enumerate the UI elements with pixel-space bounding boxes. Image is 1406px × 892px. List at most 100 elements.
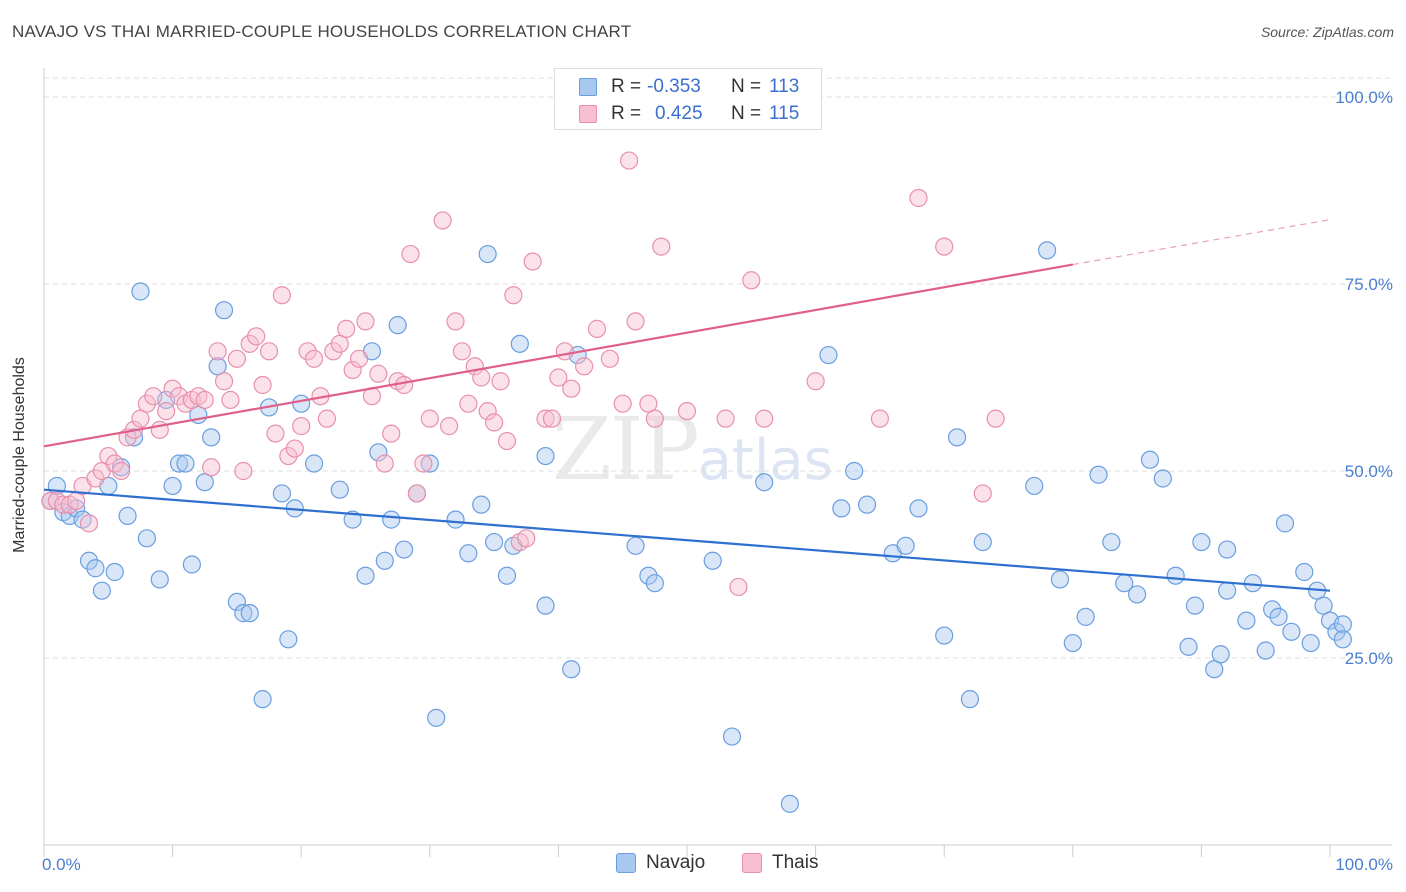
thais-trend-extension [1072, 219, 1331, 266]
navajo-point [79, 551, 99, 570]
thais-point [542, 409, 562, 428]
thais-point [620, 151, 639, 170]
thais-point [472, 368, 491, 387]
chart-source: Source: ZipAtlas.com [1260, 24, 1394, 40]
thais-point [137, 394, 156, 413]
thais-point [247, 327, 266, 346]
thais-point [935, 237, 954, 256]
navajo-point [118, 506, 137, 525]
navajo-point [857, 495, 877, 514]
navajo-point [536, 446, 555, 466]
navajo-point [1140, 450, 1160, 469]
navajo-point [292, 394, 311, 413]
navajo-point [369, 443, 388, 462]
navajo-point [214, 301, 234, 320]
y-axis-title: Married-couple Households [11, 357, 28, 553]
thais-point [375, 454, 394, 473]
navajo-point [240, 604, 259, 623]
thais-point [324, 342, 343, 361]
navajo-point [639, 566, 658, 585]
navajo-point [1295, 562, 1314, 582]
thais-point [536, 409, 555, 428]
correlation-stats-box: R = -0.353 N = 113 R = 0.425 N = 115 [554, 68, 822, 130]
thais-point [806, 372, 825, 391]
navajo-point [645, 574, 664, 593]
thais-point [446, 312, 465, 331]
thais-point [240, 334, 259, 353]
thais-trend-line [43, 263, 1073, 448]
navajo-point [253, 690, 272, 709]
navajo-point [272, 484, 292, 503]
navajo-point [1269, 607, 1288, 626]
n-value: 115 [769, 103, 800, 124]
thais-point [208, 342, 227, 361]
r-label: R = [611, 76, 642, 97]
navajo-point [202, 428, 221, 447]
navajo-point [446, 510, 465, 529]
thais-point [439, 417, 459, 436]
thais-point [870, 409, 890, 428]
legend-label-thais: Thais [772, 852, 819, 873]
thais-point [459, 394, 478, 413]
x-tick-label: 0.0% [42, 855, 81, 874]
navajo-point [1025, 476, 1044, 496]
thais-point [909, 188, 928, 208]
thais-point [285, 439, 304, 458]
navajo-point [845, 461, 864, 481]
navajo-point [973, 532, 992, 552]
navajo-point [1275, 514, 1295, 533]
thais-point [292, 417, 311, 436]
y-tick-label: 25.0% [1345, 649, 1393, 668]
thais-point [369, 364, 388, 383]
thais-point [414, 454, 433, 473]
navajo-point [1192, 532, 1211, 552]
navajo-swatch [579, 78, 597, 96]
thais-point [266, 424, 285, 443]
thais-point [163, 379, 182, 398]
navajo-point [330, 480, 349, 499]
navajo-point [536, 596, 555, 615]
thais-swatch [579, 105, 597, 123]
thais-point [677, 402, 697, 421]
legend-item-thais[interactable]: Thais [742, 852, 818, 874]
thais-point [478, 402, 497, 421]
navajo-point [375, 551, 394, 570]
navajo-point [1218, 540, 1237, 559]
navajo-point [137, 529, 156, 548]
navajo-point [1076, 607, 1095, 626]
n-label: N = [731, 103, 762, 124]
thais-legend-swatch [742, 853, 762, 873]
navajo-point [1179, 637, 1198, 656]
navajo-point [722, 727, 742, 746]
thais-point [742, 271, 761, 290]
thais-point [549, 368, 568, 387]
x-tick-label: 100.0% [1335, 855, 1393, 874]
navajo-point [1185, 596, 1205, 615]
thais-point [523, 252, 542, 271]
thais-point [613, 394, 632, 413]
n-label: N = [731, 76, 762, 97]
data-points [41, 151, 1352, 813]
watermark-zip: ZIP [552, 400, 700, 500]
navajo-point [227, 592, 246, 612]
thais-point [517, 529, 536, 548]
thais-point [452, 342, 472, 361]
legend: Navajo Thais [0, 850, 1406, 878]
thais-point [202, 458, 221, 477]
thais-point [382, 424, 401, 443]
navajo-point [1166, 566, 1185, 585]
stats-row-navajo: R = -0.353 N = 113 [555, 74, 821, 100]
navajo-point [896, 536, 915, 555]
gridlines [44, 77, 1392, 659]
thais-point [755, 409, 774, 428]
navajo-point [131, 282, 150, 301]
thais-point [555, 342, 574, 361]
navajo-point [960, 690, 980, 709]
legend-item-navajo[interactable]: Navajo [616, 852, 705, 874]
navajo-point [382, 510, 401, 529]
navajo-point [1037, 241, 1057, 260]
r-value: 0.425 [655, 103, 703, 124]
navajo-point [1211, 645, 1230, 664]
zipatlas-watermark: ZIPatlas [552, 400, 833, 500]
